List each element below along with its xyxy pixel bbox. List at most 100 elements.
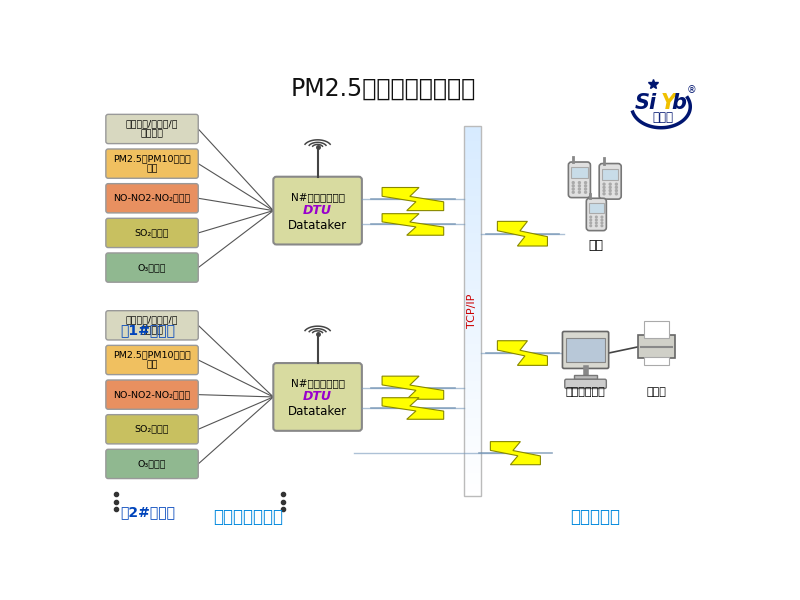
Bar [644, 357, 669, 365]
Bar [464, 336, 481, 340]
Text: O₃分析仪: O₃分析仪 [138, 263, 166, 272]
Circle shape [595, 215, 598, 218]
FancyBboxPatch shape [106, 184, 198, 213]
Bar [464, 325, 481, 329]
Bar [566, 338, 605, 362]
Circle shape [602, 189, 606, 192]
Polygon shape [382, 398, 444, 419]
Circle shape [614, 192, 618, 196]
Bar [464, 436, 481, 440]
Text: 打印机: 打印机 [646, 386, 666, 397]
Bar [464, 332, 481, 337]
Bar [464, 207, 481, 211]
Bar [464, 322, 481, 325]
FancyBboxPatch shape [599, 164, 622, 199]
FancyBboxPatch shape [586, 198, 606, 230]
Circle shape [584, 181, 587, 184]
Bar [464, 466, 481, 470]
Bar [464, 406, 481, 410]
Circle shape [578, 184, 581, 188]
Circle shape [601, 218, 603, 221]
Bar [464, 392, 481, 396]
Bar [464, 428, 481, 433]
Text: Datataker: Datataker [288, 406, 347, 418]
Bar [464, 314, 481, 318]
Bar [464, 247, 481, 251]
Polygon shape [498, 221, 547, 246]
Bar [464, 240, 481, 244]
Bar [464, 303, 481, 307]
Bar [464, 140, 481, 145]
Text: 空气质量监测点: 空气质量监测点 [214, 508, 283, 526]
Bar [464, 318, 481, 322]
Circle shape [601, 215, 603, 218]
Bar [602, 169, 618, 179]
Bar [464, 451, 481, 455]
Circle shape [584, 187, 587, 191]
Polygon shape [490, 442, 541, 464]
Bar [464, 226, 481, 229]
Circle shape [609, 192, 612, 196]
Text: TCP/IP: TCP/IP [467, 293, 478, 328]
Circle shape [601, 221, 603, 224]
Bar [464, 255, 481, 259]
Circle shape [602, 192, 606, 196]
Circle shape [578, 181, 581, 184]
Circle shape [595, 224, 598, 227]
Text: N#数据传输单元: N#数据传输单元 [290, 192, 345, 202]
Polygon shape [382, 187, 444, 211]
Text: NO-NO2-NO₂分析仪: NO-NO2-NO₂分析仪 [114, 390, 190, 399]
Bar [464, 384, 481, 388]
Bar [464, 266, 481, 270]
Bar [464, 355, 481, 359]
Bar [464, 414, 481, 418]
Text: O₃分析仪: O₃分析仪 [138, 460, 166, 469]
Bar [464, 362, 481, 366]
Bar [464, 233, 481, 237]
Circle shape [589, 218, 592, 221]
FancyBboxPatch shape [106, 253, 198, 282]
Bar [571, 167, 588, 178]
Bar [464, 307, 481, 311]
Polygon shape [382, 214, 444, 235]
Bar [464, 351, 481, 355]
Bar [464, 284, 481, 289]
Text: PM2.5、PM10粉尘分
析仪: PM2.5、PM10粉尘分 析仪 [113, 350, 191, 370]
Bar [464, 340, 481, 344]
Bar [464, 432, 481, 436]
Text: b: b [671, 93, 686, 113]
Bar [464, 491, 481, 496]
Bar [464, 144, 481, 148]
Bar [464, 163, 481, 167]
Text: 数据接收系统: 数据接收系统 [566, 386, 606, 397]
Bar [464, 462, 481, 466]
Circle shape [571, 187, 575, 191]
Bar [464, 126, 481, 496]
Bar [464, 196, 481, 200]
Bar [464, 155, 481, 159]
Bar [464, 199, 481, 203]
FancyBboxPatch shape [274, 177, 362, 244]
Circle shape [578, 191, 581, 194]
Bar [464, 476, 481, 481]
FancyBboxPatch shape [568, 162, 590, 197]
Bar [464, 177, 481, 181]
Bar [464, 329, 481, 333]
Circle shape [589, 224, 592, 227]
Circle shape [571, 181, 575, 184]
Bar [464, 458, 481, 462]
Bar [464, 484, 481, 488]
Bar [464, 310, 481, 314]
Text: 风速风向/温湿度/气
压传感器: 风速风向/温湿度/气 压传感器 [126, 316, 178, 335]
Bar [464, 181, 481, 185]
Circle shape [609, 182, 612, 186]
Bar [464, 440, 481, 444]
Bar [574, 376, 597, 379]
Circle shape [602, 185, 606, 189]
Circle shape [589, 215, 592, 218]
Text: Y: Y [660, 93, 675, 113]
Circle shape [589, 221, 592, 224]
Bar [464, 399, 481, 403]
Text: NO-NO2-NO₂分析仪: NO-NO2-NO₂分析仪 [114, 194, 190, 203]
Bar [464, 159, 481, 163]
